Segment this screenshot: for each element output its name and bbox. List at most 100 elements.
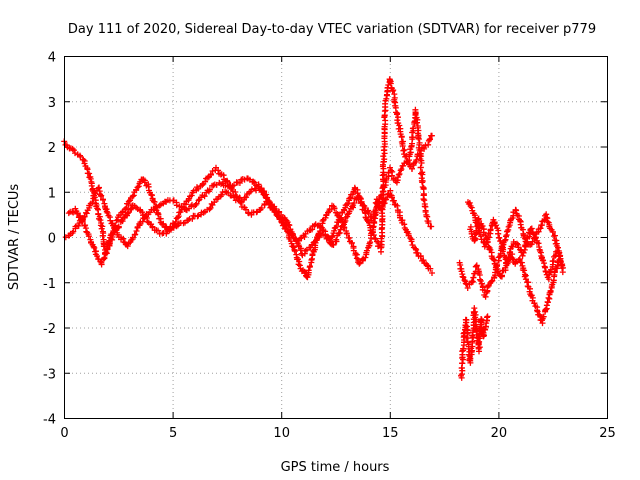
data-point-marker xyxy=(99,232,106,239)
data-point-marker xyxy=(297,247,304,254)
data-point-marker xyxy=(479,223,486,229)
data-point-marker xyxy=(276,208,283,215)
data-point-marker xyxy=(477,278,484,284)
data-point-marker xyxy=(408,238,415,245)
x-tick-label: 5 xyxy=(169,426,177,441)
data-point-marker xyxy=(541,260,547,267)
data-point-marker xyxy=(505,254,512,261)
data-point-marker xyxy=(409,165,415,172)
data-point-marker xyxy=(459,360,466,367)
data-point-marker xyxy=(482,293,489,300)
data-point-marker xyxy=(495,254,502,261)
data-point-marker xyxy=(483,235,490,242)
data-point-marker xyxy=(467,355,474,362)
data-points xyxy=(61,76,566,381)
data-point-marker xyxy=(460,345,467,352)
data-point-marker xyxy=(243,194,250,201)
data-point-marker xyxy=(492,269,499,276)
data-point-marker xyxy=(359,256,366,263)
data-point-marker xyxy=(543,214,550,221)
data-point-marker xyxy=(418,170,424,177)
data-point-marker xyxy=(243,206,249,213)
data-point-marker xyxy=(418,160,425,166)
data-point-marker xyxy=(329,232,336,239)
data-point-marker xyxy=(160,220,167,227)
data-point-marker xyxy=(476,344,483,351)
data-point-marker xyxy=(557,255,564,262)
data-point-marker xyxy=(85,233,92,240)
data-point-marker xyxy=(94,253,100,259)
data-point-marker xyxy=(82,222,89,229)
data-point-marker xyxy=(537,225,544,232)
data-point-marker xyxy=(522,242,529,248)
data-point-marker xyxy=(133,228,140,234)
data-point-marker xyxy=(100,243,107,250)
data-point-marker xyxy=(381,156,388,163)
data-point-marker xyxy=(407,235,414,241)
data-point-marker xyxy=(124,243,131,250)
data-point-marker xyxy=(380,153,387,160)
data-point-marker xyxy=(236,180,243,186)
data-point-marker xyxy=(543,302,550,309)
data-point-marker xyxy=(77,212,84,219)
data-point-marker xyxy=(514,240,520,247)
data-point-marker xyxy=(199,182,206,189)
data-point-marker xyxy=(516,256,523,262)
data-point-marker xyxy=(387,80,394,87)
data-point-marker xyxy=(544,218,551,225)
y-axis-label: SDTVAR / TECUs xyxy=(7,184,22,291)
data-point-marker xyxy=(195,197,202,204)
data-point-marker xyxy=(428,223,435,230)
axis-ticks: 0 5 10 15 20 25 -4 -3 -2 -1 0 1 2 3 4 xyxy=(43,51,616,442)
data-point-marker xyxy=(499,243,506,249)
data-point-marker xyxy=(286,222,293,229)
data-point-marker xyxy=(362,254,369,261)
data-point-marker xyxy=(490,256,497,263)
data-point-marker xyxy=(351,200,358,206)
data-point-marker xyxy=(69,145,76,152)
data-point-marker xyxy=(482,232,489,239)
data-point-marker xyxy=(460,274,467,281)
data-point-marker xyxy=(425,220,432,226)
data-point-marker xyxy=(139,209,146,216)
data-point-marker xyxy=(531,300,538,307)
data-point-marker xyxy=(103,250,110,257)
data-point-marker xyxy=(550,257,557,264)
data-point-marker xyxy=(391,98,398,105)
data-point-marker xyxy=(248,186,255,193)
data-point-marker xyxy=(427,265,434,272)
data-point-marker xyxy=(155,211,162,218)
data-point-marker xyxy=(83,210,90,217)
data-point-marker xyxy=(188,192,195,199)
data-point-marker xyxy=(388,167,395,174)
plot-frame xyxy=(64,56,608,419)
data-point-marker xyxy=(301,234,308,240)
data-point-marker xyxy=(106,240,113,247)
data-point-marker xyxy=(305,267,312,274)
data-point-marker xyxy=(540,313,547,320)
data-point-marker xyxy=(425,141,432,148)
data-point-marker xyxy=(261,202,268,208)
data-point-marker xyxy=(150,206,157,213)
data-point-marker xyxy=(368,217,375,224)
data-point-marker xyxy=(495,230,502,237)
data-point-marker xyxy=(484,314,490,321)
data-point-marker xyxy=(429,270,435,276)
data-point-marker xyxy=(417,164,424,171)
x-tick-label: 0 xyxy=(60,426,68,441)
data-point-marker xyxy=(258,185,265,192)
data-point-marker xyxy=(522,276,529,283)
data-point-marker xyxy=(394,111,400,118)
data-point-marker xyxy=(296,262,303,269)
data-point-marker xyxy=(469,332,476,339)
data-point-marker xyxy=(399,143,406,149)
data-point-marker xyxy=(319,218,326,224)
data-point-marker xyxy=(193,200,200,207)
data-point-marker xyxy=(115,223,122,230)
chart-title: Day 111 of 2020, Sidereal Day-to-day VTE… xyxy=(68,22,596,37)
data-point-marker xyxy=(420,196,427,202)
series-group xyxy=(458,305,491,381)
data-point-marker xyxy=(416,147,423,153)
data-point-marker xyxy=(338,214,345,221)
data-point-marker xyxy=(395,114,401,121)
